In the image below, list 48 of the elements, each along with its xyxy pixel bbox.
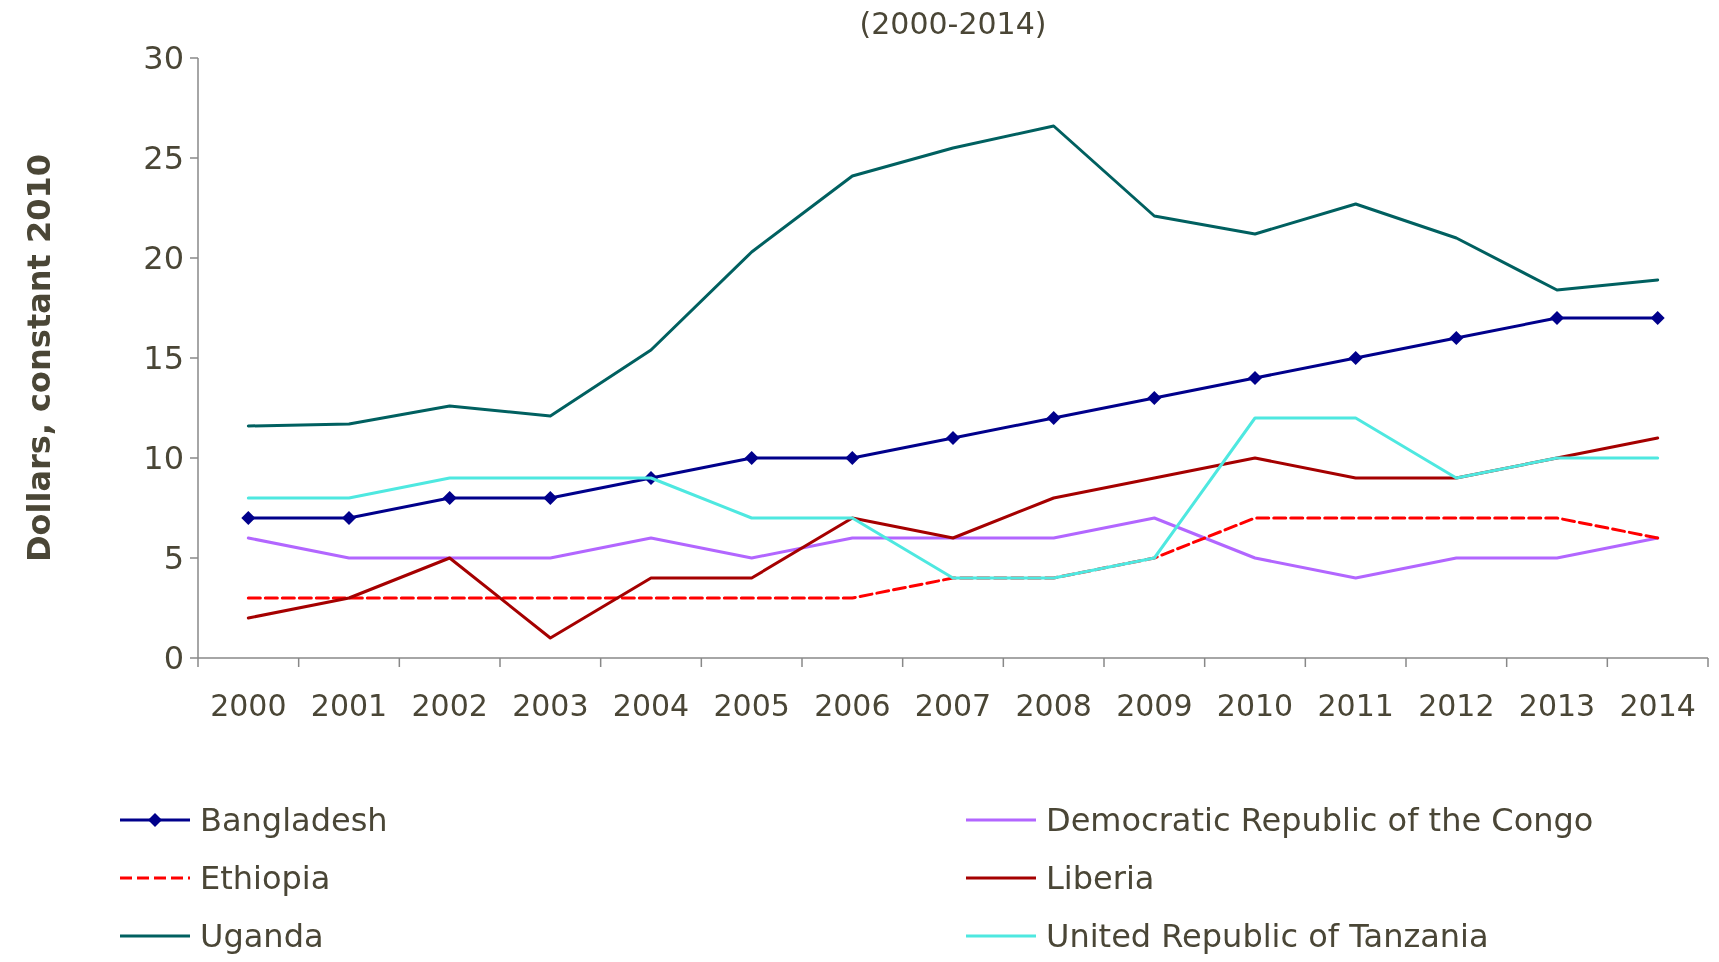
y-tick-label: 15 [143, 339, 184, 378]
y-tick-label: 20 [143, 239, 184, 278]
x-tick-label: 2014 [1619, 688, 1696, 723]
x-tick-label: 2000 [210, 688, 287, 723]
y-tick-label: 5 [163, 539, 184, 578]
x-tick-label: 2002 [411, 688, 488, 723]
x-tick-label: 2004 [612, 688, 690, 723]
line-series [246, 516, 1660, 580]
x-tick-label: 2010 [1216, 688, 1294, 723]
y-tick-label: 30 [143, 39, 184, 78]
x-tick-label: 2006 [814, 688, 891, 723]
x-tick-label: 2008 [1015, 688, 1092, 723]
legend-label: Democratic Republic of the Congo [1046, 801, 1594, 840]
x-tick-label: 2013 [1518, 688, 1596, 723]
legend-label: United Republic of Tanzania [1046, 917, 1489, 956]
legend-label: Liberia [1046, 859, 1155, 898]
point [1550, 311, 1564, 325]
point [1449, 331, 1464, 345]
x-tick-label: 2007 [914, 688, 992, 723]
y-axis-title: Dollars, constant 2010 [20, 153, 58, 563]
point [1248, 371, 1262, 385]
point [442, 491, 457, 505]
point [1348, 351, 1363, 365]
point [543, 491, 558, 505]
y-tick-label: 10 [143, 439, 184, 478]
y-tick-label: 25 [143, 139, 184, 178]
x-tick-label: 2001 [310, 688, 388, 723]
x-tick-label: 2005 [713, 688, 790, 723]
x-tick-label: 2011 [1317, 688, 1394, 723]
chart-title: (2000-2014) [859, 6, 1047, 41]
point [241, 511, 256, 525]
x-tick-label: 2003 [512, 688, 589, 723]
legend-label: Ethiopia [200, 859, 331, 898]
point [1046, 411, 1061, 425]
legend-label: Bangladesh [200, 801, 388, 840]
point [946, 431, 960, 445]
line-series [246, 416, 1660, 580]
legend-label: Uganda [200, 917, 324, 956]
point [1650, 311, 1665, 325]
point [845, 451, 860, 465]
point [342, 511, 356, 525]
line-series [246, 124, 1660, 428]
x-tick-label: 2012 [1418, 688, 1495, 723]
line-series [246, 436, 1660, 640]
x-tick-label: 2009 [1116, 688, 1193, 723]
point [744, 451, 759, 465]
y-tick-label: 0 [163, 639, 184, 678]
point [1147, 391, 1162, 405]
